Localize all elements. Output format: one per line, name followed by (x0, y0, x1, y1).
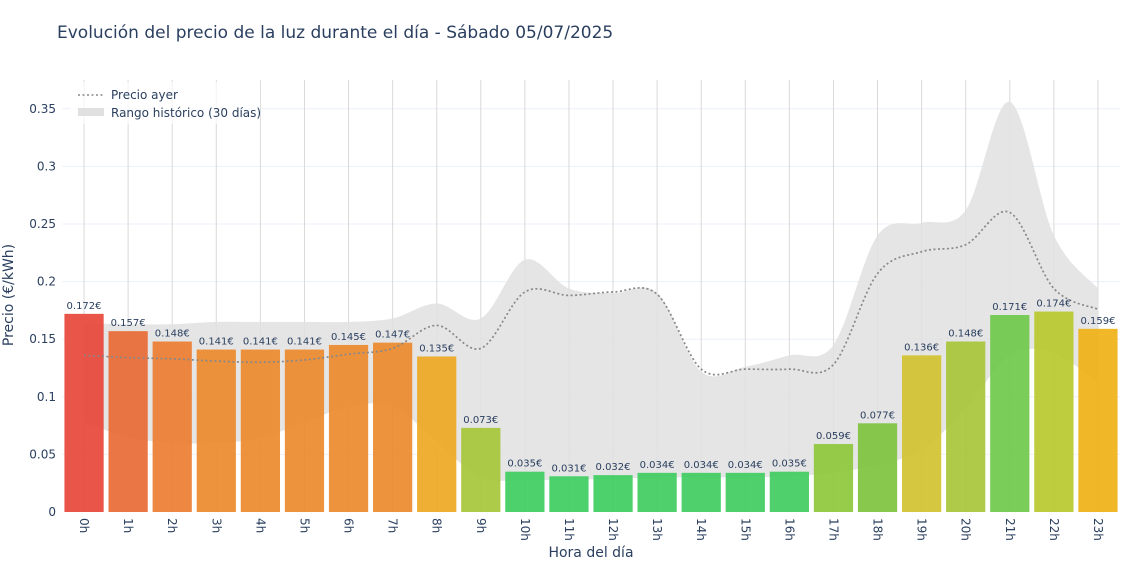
x-tick-label: 19h (915, 518, 929, 541)
x-tick-label: 8h (430, 518, 444, 533)
bar-3h (196, 349, 236, 512)
bar-value-label: 0.034€ (684, 460, 719, 471)
bar-20h (946, 341, 986, 512)
legend-item-rango-historico[interactable]: Rango histórico (30 días) (111, 106, 261, 120)
x-tick-label: 7h (386, 518, 400, 533)
y-tick-label: 0.2 (37, 275, 56, 289)
bar-value-label: 0.148€ (948, 329, 983, 340)
legend[interactable]: Precio ayer Rango histórico (30 días) (70, 82, 261, 124)
x-tick-label: 17h (826, 518, 840, 541)
y-tick-label: 0.25 (29, 217, 56, 231)
x-tick-label: 23h (1091, 518, 1105, 541)
bar-11h (549, 476, 589, 512)
bar-value-label: 0.159€ (1080, 316, 1115, 327)
x-tick-label: 1h (121, 518, 135, 533)
y-tick-label: 0.3 (37, 159, 56, 173)
x-tick-label: 5h (297, 518, 311, 533)
bar-value-label: 0.034€ (728, 460, 763, 471)
y-tick-label: 0 (48, 505, 56, 519)
bar-value-label: 0.035€ (772, 459, 807, 470)
x-tick-label: 16h (782, 518, 796, 541)
bar-1h (108, 331, 148, 512)
bar-8h (417, 356, 457, 512)
bar-2h (152, 341, 192, 512)
bar-value-label: 0.073€ (463, 415, 498, 426)
bar-value-label: 0.032€ (596, 462, 631, 473)
bar-15h (725, 472, 765, 512)
x-axis-title: Hora del día (548, 545, 633, 561)
axes: 0 0.05 0.1 0.15 0.2 0.25 0.3 0.35 0h 1h 2h 3h 4h 5h 6h… (29, 102, 1105, 541)
bar-value-label: 0.035€ (507, 459, 542, 470)
bar-value-label: 0.148€ (155, 329, 190, 340)
bar-4h (240, 349, 280, 512)
bar-value-label: 0.157€ (111, 318, 146, 329)
y-tick-label: 0.15 (29, 332, 56, 346)
data-labels: 0.172€ 0.157€ 0.148€ 0.141€ 0.141€ 0.141€ 0.14… (67, 299, 1116, 475)
y-tick-label: 0.1 (37, 390, 56, 404)
x-tick-label: 14h (694, 518, 708, 541)
bar-value-label: 0.145€ (331, 332, 366, 343)
bar-value-label: 0.171€ (992, 302, 1027, 313)
bars (64, 311, 1118, 512)
bar-value-label: 0.135€ (419, 343, 454, 354)
bar-value-label: 0.141€ (243, 337, 278, 348)
legend-item-precio-ayer[interactable]: Precio ayer (111, 88, 178, 102)
yesterday-price-line (83, 210, 1099, 376)
bar-0h (64, 313, 104, 512)
chart-title: Evolución del precio de la luz durante e… (57, 23, 613, 43)
x-tick-label: 20h (959, 518, 973, 541)
x-tick-label: 2h (165, 518, 179, 533)
bar-7h (373, 342, 413, 512)
legend-band-swatch (78, 108, 104, 116)
bar-13h (637, 472, 677, 512)
x-tick-label: 11h (562, 518, 576, 541)
bar-16h (769, 471, 809, 512)
bar-12h (593, 475, 633, 512)
bar-10h (505, 471, 545, 512)
bar-value-label: 0.077€ (860, 410, 895, 421)
x-tick-label: 0h (77, 518, 91, 533)
bar-value-label: 0.136€ (904, 342, 939, 353)
bar-value-label: 0.031€ (551, 463, 586, 474)
x-tick-label: 6h (342, 518, 356, 533)
bar-value-label: 0.034€ (640, 460, 675, 471)
x-tick-label: 18h (871, 518, 885, 541)
bar-value-label: 0.172€ (67, 301, 102, 312)
bar-9h (461, 427, 501, 512)
x-tick-label: 3h (209, 518, 223, 533)
x-tick-label: 9h (474, 518, 488, 533)
x-tick-label: 10h (518, 518, 532, 541)
y-tick-label: 0.05 (29, 447, 56, 461)
bar-value-label: 0.147€ (375, 330, 410, 341)
x-tick-label: 12h (606, 518, 620, 541)
x-tick-label: 13h (650, 518, 664, 541)
bar-21h (990, 315, 1030, 512)
y-axis-title: Precio (€/kWh) (1, 244, 17, 346)
bar-value-label: 0.141€ (287, 337, 322, 348)
bar-6h (328, 344, 369, 512)
legend-background (70, 82, 260, 124)
x-tick-label: 15h (738, 518, 752, 541)
bar-18h (857, 423, 898, 512)
precio-ayer-line (83, 210, 1099, 376)
x-tick-label: 4h (253, 518, 267, 533)
bar-5h (284, 349, 325, 512)
bar-value-label: 0.174€ (1036, 299, 1071, 310)
bar-17h (813, 444, 854, 512)
bar-value-label: 0.059€ (816, 431, 851, 442)
x-tick-label: 22h (1047, 518, 1061, 541)
x-tick-label: 21h (1003, 518, 1017, 541)
bar-19h (902, 355, 942, 512)
bar-23h (1078, 328, 1118, 512)
y-tick-label: 0.35 (29, 102, 56, 116)
bar-value-label: 0.141€ (199, 337, 234, 348)
bar-14h (681, 472, 721, 512)
bar-22h (1034, 311, 1074, 512)
